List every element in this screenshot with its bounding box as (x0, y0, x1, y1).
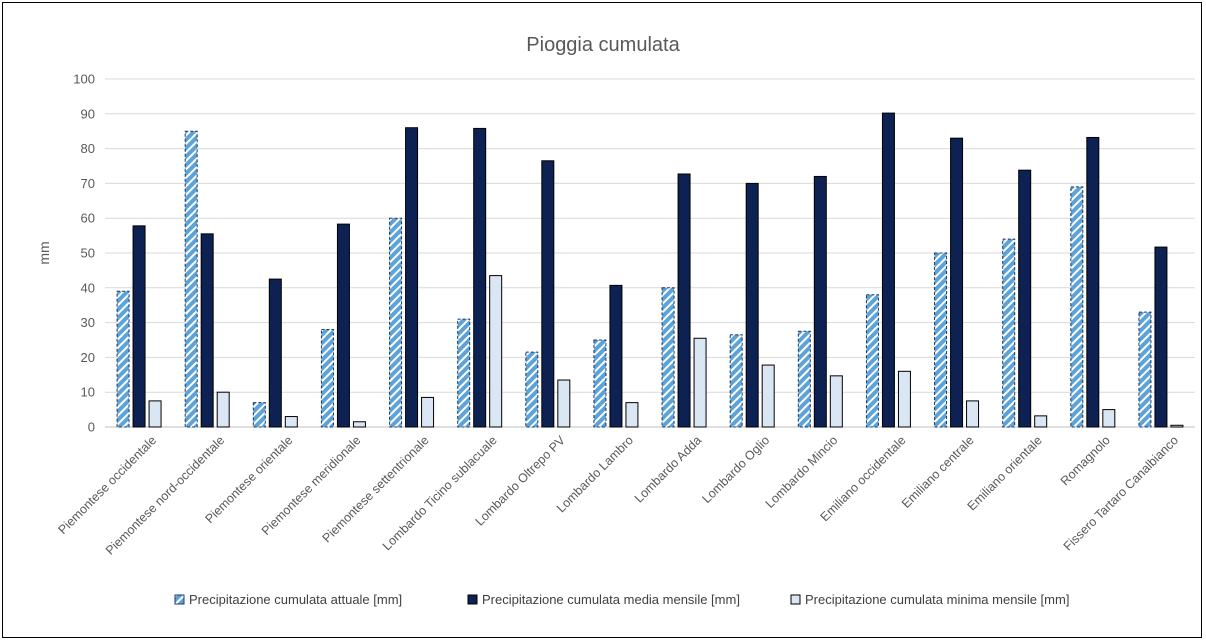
x-tick-label: Lombardo Lambro (554, 433, 636, 515)
x-tick-label: Fissero Tartaro Canalbianco (1061, 433, 1181, 553)
bar-series-2 (881, 112, 895, 428)
legend-label-series-2: Precipitazione cumulata media mensile [m… (482, 592, 740, 607)
bar-series-2 (200, 233, 214, 428)
legend-swatch-series-1 (174, 594, 185, 605)
bar-series-1 (729, 334, 743, 428)
x-tick-label: Piemontese nord-occidentale (103, 433, 227, 557)
bar-series-3 (693, 337, 707, 428)
y-tick-label: 0 (88, 420, 95, 435)
bar-series-2 (813, 175, 827, 428)
bar-series-1 (661, 287, 675, 428)
bar-series-3 (897, 370, 911, 428)
bar-series-2 (609, 284, 623, 428)
y-tick-label: 30 (81, 315, 95, 330)
bar-series-3 (557, 379, 571, 428)
bar-series-2 (1154, 246, 1168, 428)
y-tick-label: 10 (81, 385, 95, 400)
bar-series-1 (797, 330, 811, 428)
bar-series-3 (966, 400, 980, 428)
bar-series-3 (421, 396, 435, 428)
bar-series-3 (148, 400, 162, 428)
gridlines (105, 78, 1195, 428)
bar-series-1 (593, 339, 607, 428)
legend-label-series-3: Precipitazione cumulata minima mensile [… (805, 592, 1069, 607)
y-tick-label: 40 (81, 280, 95, 295)
x-tick-label: Lombardo Adda (632, 433, 704, 505)
bar-series-1 (389, 217, 403, 428)
y-tick-label: 100 (73, 72, 95, 87)
legend: Precipitazione cumulata attuale [mm] Prec… (174, 592, 1069, 607)
y-axis-title: mm (36, 241, 52, 264)
legend-label-series-1: Precipitazione cumulata attuale [mm] (189, 592, 402, 607)
bar-series-3 (1102, 409, 1116, 428)
bars (116, 112, 1184, 428)
x-tick-label: Lombardo Oglio (700, 433, 773, 506)
y-axis-ticks: 0 10 20 30 40 50 60 70 80 90 100 (73, 72, 95, 435)
x-tick-label: Emiliano orientale (965, 433, 1045, 513)
legend-swatch-series-3 (790, 594, 801, 605)
bar-series-3 (1170, 424, 1184, 428)
bar-series-2 (1018, 169, 1032, 428)
bar-series-2 (541, 160, 555, 428)
bar-series-2 (405, 127, 419, 428)
bar-series-3 (216, 391, 230, 428)
x-tick-label: Lombardo Mincio (763, 433, 841, 511)
bar-series-3 (829, 375, 843, 428)
bar-series-2 (1086, 136, 1100, 428)
y-tick-label: 90 (81, 106, 95, 121)
bar-series-1 (1002, 238, 1016, 428)
y-tick-label: 70 (81, 176, 95, 191)
x-tick-label: Romagnolo (1058, 433, 1113, 488)
bar-series-1 (116, 290, 130, 428)
y-tick-label: 60 (81, 211, 95, 226)
y-tick-label: 80 (81, 141, 95, 156)
bar-series-2 (268, 278, 282, 428)
bar-series-2 (132, 225, 146, 428)
bar-series-1 (457, 318, 471, 428)
bar-series-2 (336, 223, 350, 428)
bar-series-3 (1034, 415, 1048, 428)
legend-swatch-series-2 (467, 594, 478, 605)
bar-series-3 (284, 416, 298, 428)
bar-series-1 (525, 351, 539, 428)
bar-series-2 (473, 127, 487, 428)
bar-series-2 (677, 173, 691, 428)
bar-series-3 (489, 275, 503, 428)
bar-series-1 (1138, 311, 1152, 428)
chart-title: Pioggia cumulata (526, 34, 680, 56)
y-tick-label: 50 (81, 246, 95, 261)
bar-series-1 (320, 329, 334, 428)
bar-series-1 (1070, 186, 1084, 428)
bar-series-3 (625, 402, 639, 428)
bar-series-1 (865, 294, 879, 428)
y-tick-label: 20 (81, 350, 95, 365)
x-tick-label: Lombardo Ticino sublacuale (380, 433, 500, 553)
bar-series-2 (745, 182, 759, 428)
bar-series-1 (184, 130, 198, 428)
bar-chart: Pioggia cumulata mm 0 10 20 30 40 50 60 70 80 90 1… (36, 34, 1195, 607)
bar-series-3 (352, 421, 366, 428)
bar-series-1 (252, 402, 266, 428)
bar-series-2 (950, 137, 964, 428)
x-tick-label: Emiliano centrale (899, 433, 977, 511)
bar-series-1 (934, 252, 948, 428)
bar-series-3 (761, 364, 775, 428)
